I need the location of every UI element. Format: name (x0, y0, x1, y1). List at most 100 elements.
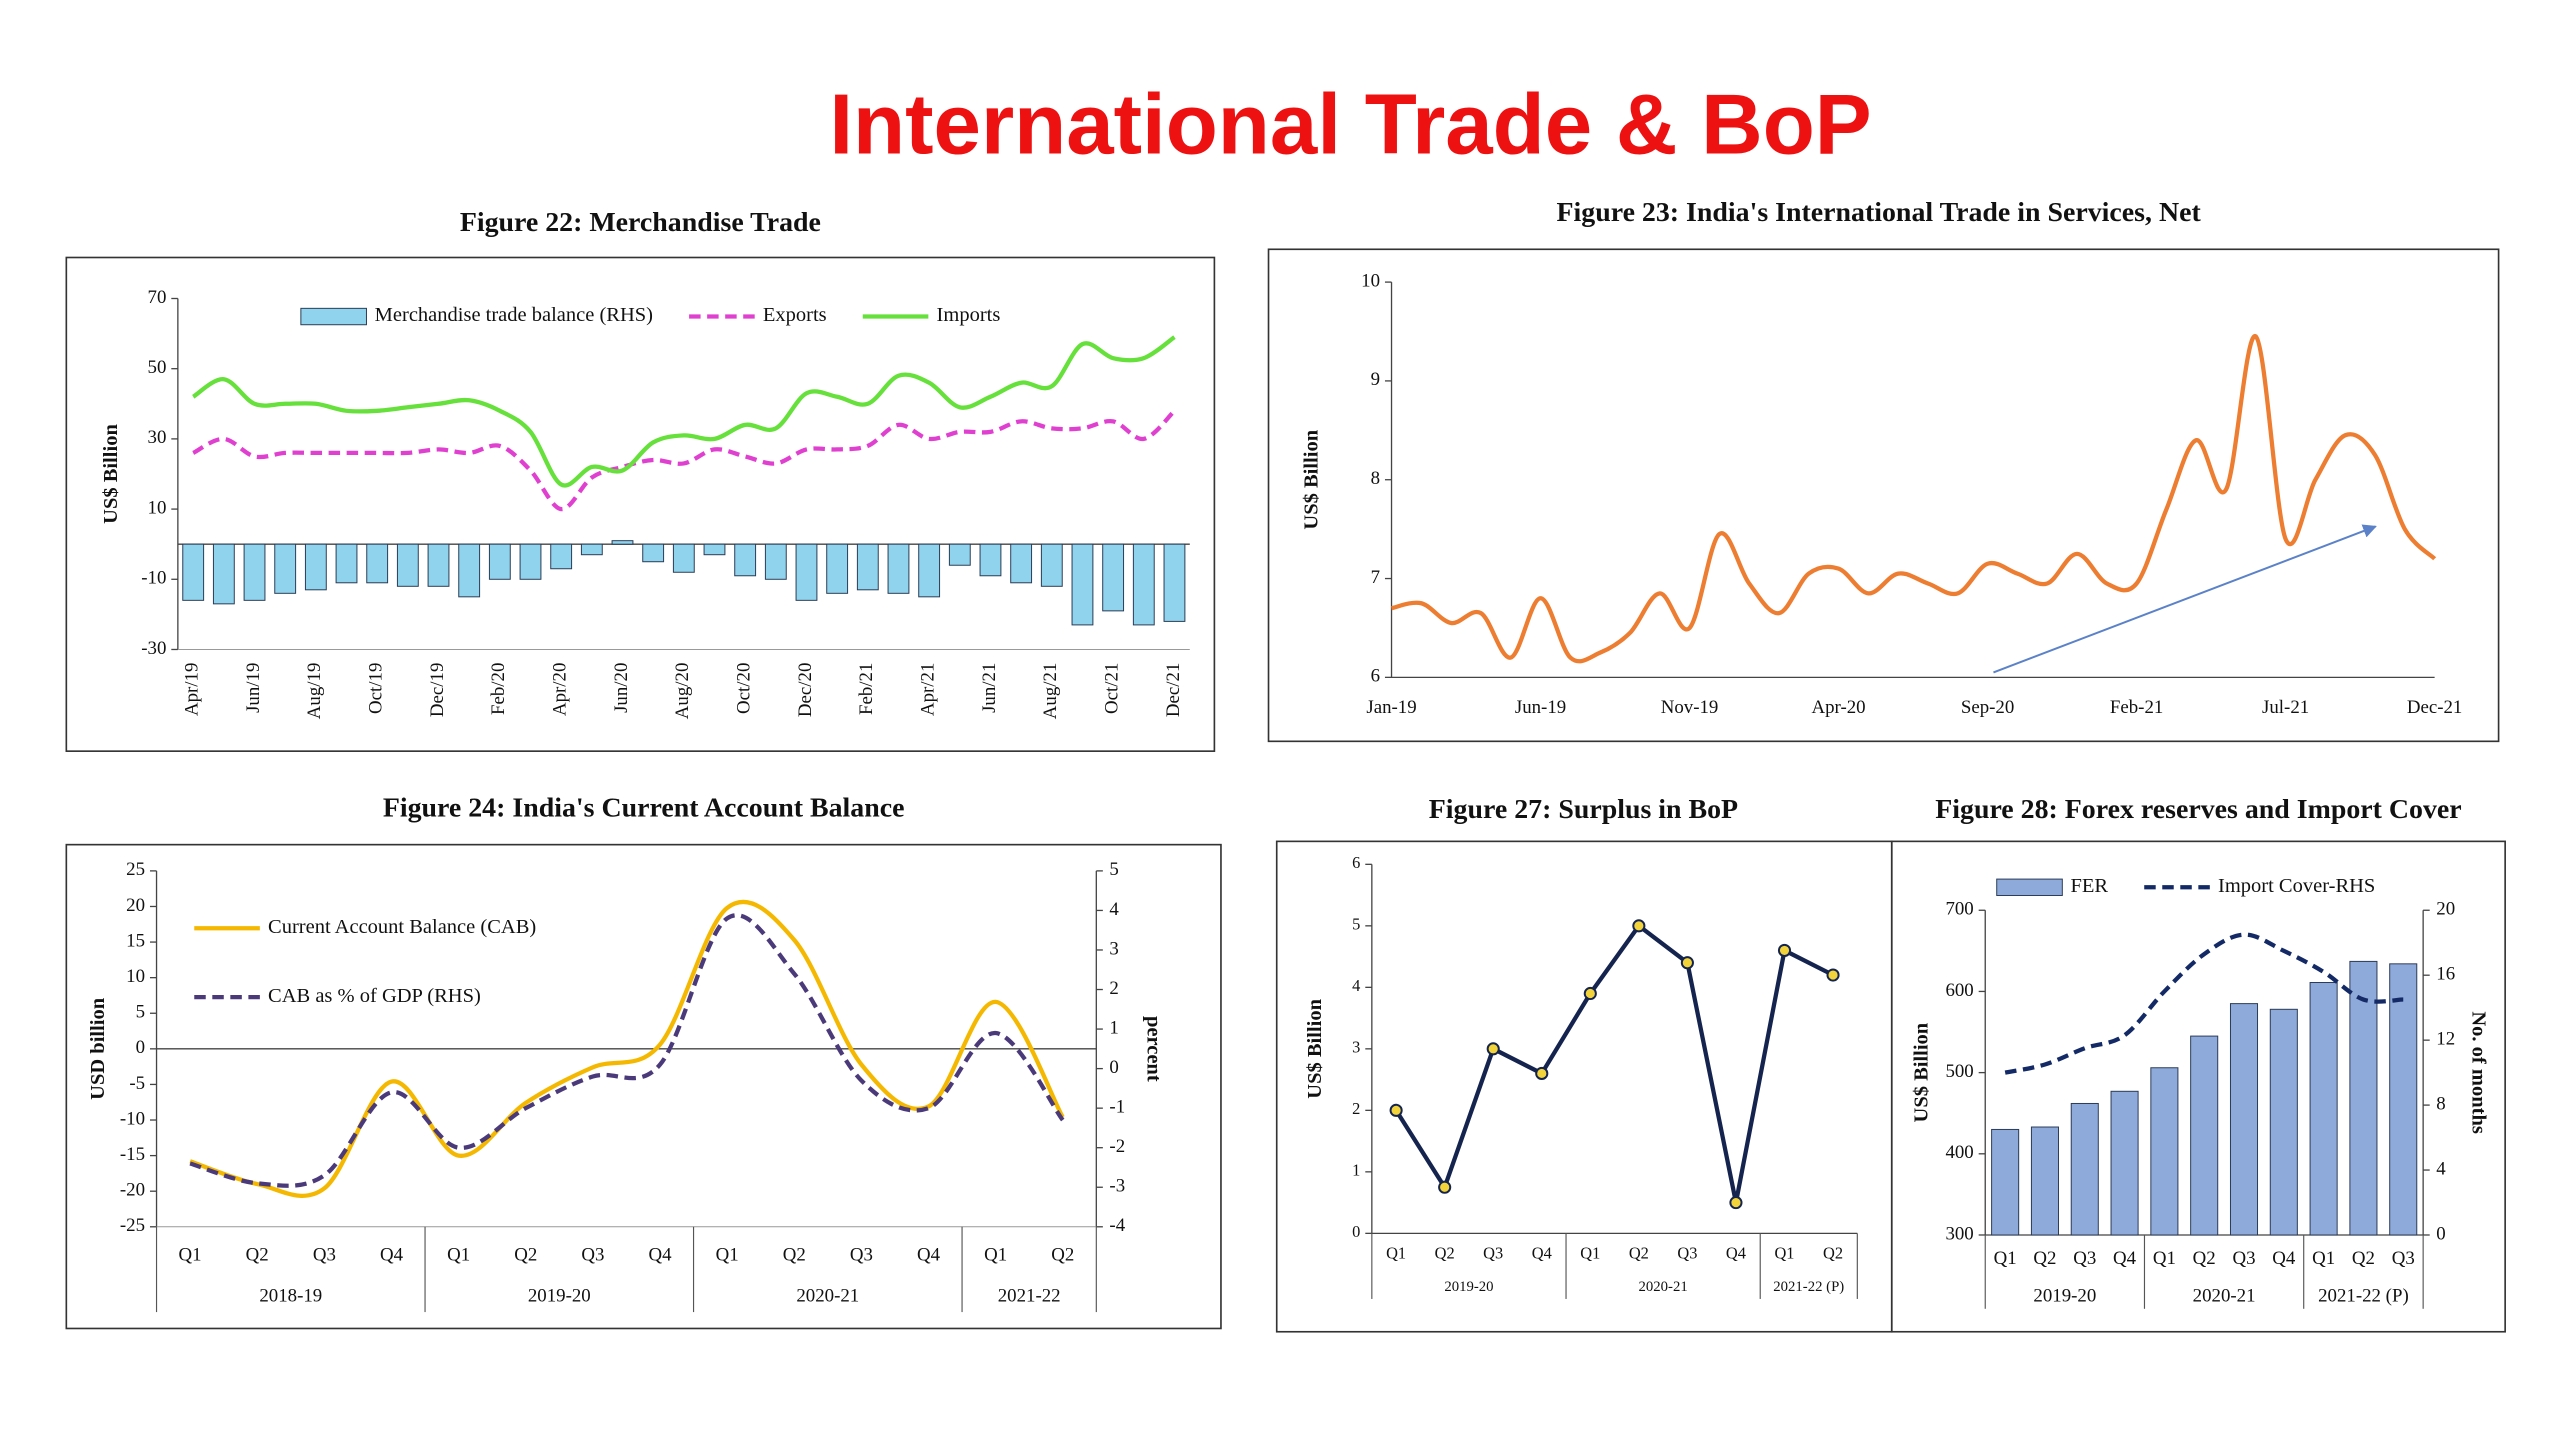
point-marker (1632, 919, 1646, 933)
bar (488, 543, 511, 580)
y-axis-label: US$ Billion (1911, 1022, 1933, 1122)
x-tick-label: Q4 (917, 1245, 941, 1266)
x-tick-label: Q4 (648, 1245, 672, 1266)
y-tick-label: -15 (120, 1144, 145, 1165)
bar (2110, 1090, 2139, 1236)
x-tick-label: Q1 (1580, 1243, 1600, 1262)
point-marker (1486, 1042, 1500, 1056)
bar (243, 543, 266, 601)
group-label: 2021-22 (P) (1773, 1279, 1844, 1295)
y-tick-label: 50 (148, 357, 167, 378)
x-tick-label: Q1 (2312, 1248, 2335, 1269)
point-marker (1583, 986, 1597, 1001)
x-tick-label: Q2 (514, 1245, 537, 1266)
bar (427, 543, 450, 587)
bar (458, 543, 481, 598)
bar (2150, 1067, 2179, 1236)
x-tick-label: Jul-21 (2262, 697, 2309, 718)
bar (734, 543, 757, 577)
x-tick-label: Q1 (1386, 1243, 1406, 1262)
y-tick-label: 0 (136, 1037, 145, 1058)
point-marker (1777, 943, 1792, 957)
x-tick-label: Q2 (1629, 1243, 1649, 1262)
bar (2229, 1003, 2259, 1236)
y2-tick-label: -3 (1109, 1176, 1125, 1197)
y-tick-label: 300 (1945, 1223, 1973, 1244)
legend-label: FER (2071, 875, 2109, 897)
y-tick-label: -20 (120, 1180, 145, 1201)
slide-title: International Trade & BoP (829, 78, 1871, 173)
bar (2030, 1126, 2059, 1236)
x-tick-label: Q1 (179, 1245, 202, 1266)
y-tick-label: -10 (141, 568, 166, 589)
y2-tick-label: 5 (1109, 859, 1118, 880)
y-tick-label: 10 (126, 966, 145, 987)
x-tick-label: Apr/20 (549, 663, 570, 716)
bar (703, 543, 726, 556)
trend-arrow (1993, 524, 2377, 674)
bar (550, 543, 573, 570)
y2-tick-label: 0 (2436, 1223, 2445, 1244)
bar (856, 543, 879, 591)
x-tick-label: Q2 (1823, 1243, 1843, 1262)
group-label: 2021-22 (998, 1286, 1061, 1307)
y2-tick-label: 8 (2436, 1093, 2445, 1114)
x-tick-label: Q2 (1051, 1245, 1074, 1266)
bar (2389, 963, 2418, 1236)
bar (1132, 543, 1155, 626)
y2-tick-label: -4 (1109, 1215, 1125, 1236)
y-tick-label: 1 (1352, 1161, 1360, 1180)
y-tick-label: 30 (148, 427, 167, 448)
x-tick-label: Oct/20 (733, 663, 754, 714)
point-marker (1680, 956, 1694, 970)
y2-tick-label: 16 (2436, 964, 2455, 985)
bar (2309, 982, 2338, 1236)
x-tick-label: Dec/21 (1163, 663, 1184, 717)
line (1391, 334, 2437, 664)
y-tick-label: 400 (1945, 1142, 1973, 1163)
x-tick-label: Aug/20 (672, 663, 693, 720)
x-tick-label: Q3 (2073, 1248, 2096, 1269)
y2-tick-label: 1 (1109, 1017, 1118, 1038)
x-tick-label: Dec/20 (795, 663, 816, 717)
bar (366, 543, 389, 584)
point-marker (1729, 1196, 1743, 1210)
chart-title: Figure 27: Surplus in BoP (1429, 794, 1738, 825)
bar (274, 543, 297, 594)
bar (1102, 543, 1125, 612)
bar (979, 543, 1002, 577)
y-tick-label: 10 (1361, 270, 1380, 291)
y2-tick-label: 0 (1109, 1057, 1118, 1078)
y2-tick-label: -2 (1109, 1136, 1125, 1157)
bar (1163, 543, 1186, 622)
chart-frame (1890, 840, 2506, 1333)
y-axis-label: US$ Billion (1301, 429, 1323, 529)
line (2004, 932, 2404, 1075)
y-tick-label: 600 (1945, 980, 1973, 1001)
group-label: 2020-21 (796, 1286, 859, 1307)
group-label: 2019-20 (1444, 1279, 1493, 1295)
chart-title: Figure 28: Forex reserves and Import Cov… (1935, 794, 2461, 825)
x-tick-label: Dec-21 (2407, 697, 2463, 718)
legend-label: Import Cover-RHS (2218, 875, 2375, 897)
y-tick-label: 5 (136, 1002, 145, 1023)
x-tick-label: Q3 (313, 1245, 336, 1266)
bar (304, 543, 327, 591)
y-tick-label: 8 (1371, 468, 1380, 489)
bar (1071, 543, 1094, 626)
x-tick-label: Feb-21 (2110, 697, 2163, 718)
y-tick-label: 9 (1371, 369, 1380, 390)
line (192, 409, 1176, 512)
bar (918, 543, 941, 598)
x-tick-label: Q4 (1726, 1243, 1746, 1262)
x-tick-label: Q2 (2352, 1248, 2375, 1269)
x-tick-label: Q3 (850, 1245, 873, 1266)
y2-axis-label: No. of months (2468, 1011, 2490, 1133)
legend-label: Imports (937, 304, 1001, 326)
x-tick-label: Q1 (1994, 1248, 2017, 1269)
y-axis-label: US$ Billion (1304, 998, 1326, 1098)
x-tick-label: Apr-20 (1812, 697, 1866, 718)
y-tick-label: 500 (1945, 1061, 1973, 1082)
bar (611, 540, 634, 545)
